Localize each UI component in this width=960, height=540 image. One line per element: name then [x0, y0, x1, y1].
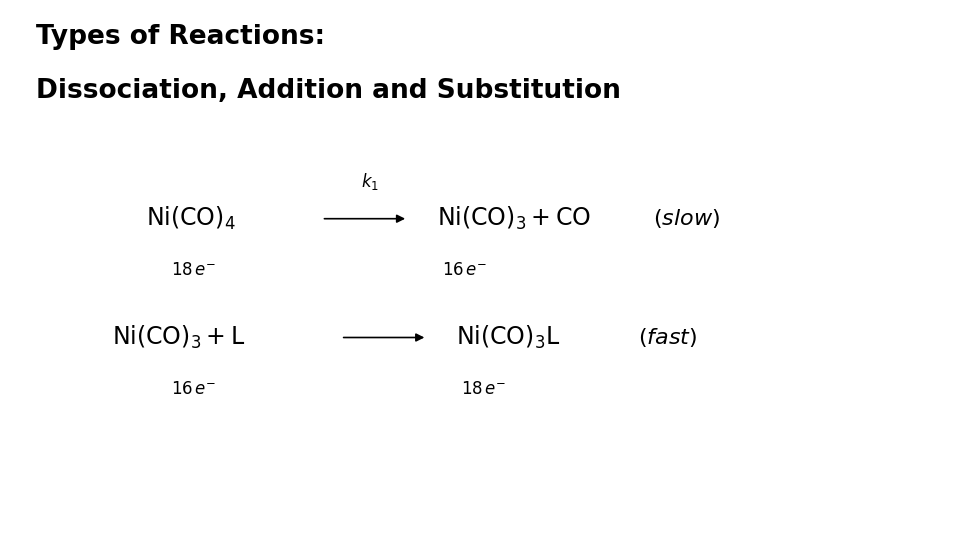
Text: $(fast)$: $(fast)$	[638, 326, 698, 349]
Text: $\mathrm{Ni(CO)_3L}$: $\mathrm{Ni(CO)_3L}$	[456, 324, 561, 351]
Text: $18\,e^{-}$: $18\,e^{-}$	[461, 380, 506, 398]
Text: $\mathrm{Ni(CO)_3 + L}$: $\mathrm{Ni(CO)_3 + L}$	[111, 324, 245, 351]
Text: Types of Reactions:: Types of Reactions:	[36, 24, 325, 50]
Text: $\mathrm{Ni(CO)_4}$: $\mathrm{Ni(CO)_4}$	[146, 205, 235, 232]
Text: $16\,e^{-}$: $16\,e^{-}$	[171, 380, 216, 398]
Text: $\mathrm{Ni(CO)_3 + CO}$: $\mathrm{Ni(CO)_3 + CO}$	[437, 205, 591, 232]
Text: $(slow)$: $(slow)$	[653, 207, 720, 230]
Text: $k_1$: $k_1$	[361, 171, 378, 192]
Text: $18\,e^{-}$: $18\,e^{-}$	[171, 261, 216, 279]
Text: Dissociation, Addition and Substitution: Dissociation, Addition and Substitution	[36, 78, 621, 104]
Text: $16\,e^{-}$: $16\,e^{-}$	[442, 261, 487, 279]
